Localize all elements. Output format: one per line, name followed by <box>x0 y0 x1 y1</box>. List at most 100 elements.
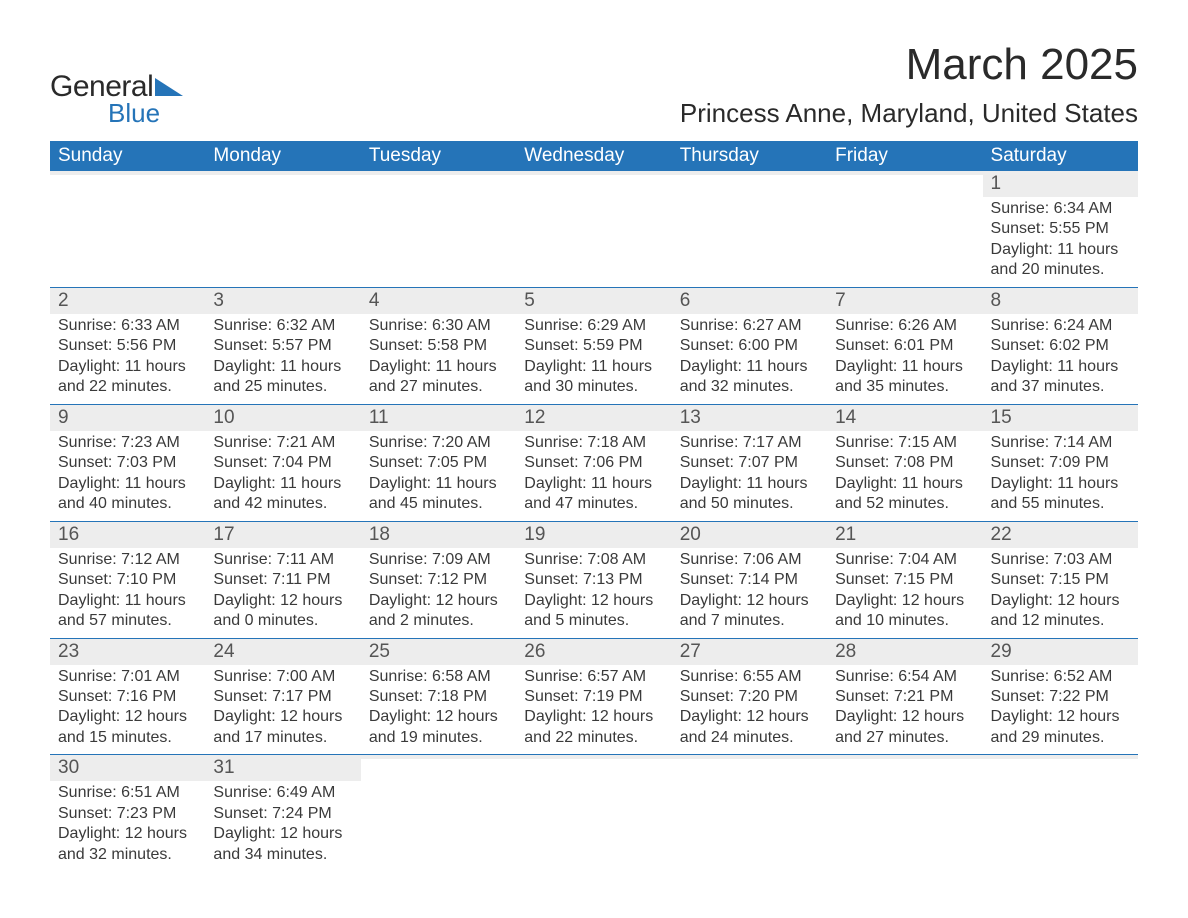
daylight-text: Daylight: 11 hours and 32 minutes. <box>680 357 819 398</box>
day-number: 5 <box>516 288 671 314</box>
calendar-day-cell: 5Sunrise: 6:29 AMSunset: 5:59 PMDaylight… <box>516 287 671 404</box>
sunrise-text: Sunrise: 7:01 AM <box>58 667 197 687</box>
day-number: 8 <box>983 288 1138 314</box>
sunset-text: Sunset: 7:22 PM <box>991 687 1130 707</box>
day-data: Sunrise: 6:58 AMSunset: 7:18 PMDaylight:… <box>361 665 516 755</box>
day-number-strip: 13 <box>672 405 827 431</box>
day-data: Sunrise: 7:17 AMSunset: 7:07 PMDaylight:… <box>672 431 827 521</box>
sunset-text: Sunset: 7:19 PM <box>524 687 663 707</box>
calendar-day-cell: 18Sunrise: 7:09 AMSunset: 7:12 PMDayligh… <box>361 521 516 638</box>
day-number-strip: 28 <box>827 639 982 665</box>
sunset-text: Sunset: 6:01 PM <box>835 336 974 356</box>
sunrise-text: Sunrise: 7:12 AM <box>58 550 197 570</box>
calendar-day-cell: 10Sunrise: 7:21 AMSunset: 7:04 PMDayligh… <box>205 404 360 521</box>
day-number-strip: 17 <box>205 522 360 548</box>
sunrise-text: Sunrise: 7:17 AM <box>680 433 819 453</box>
day-data: Sunrise: 6:27 AMSunset: 6:00 PMDaylight:… <box>672 314 827 404</box>
calendar-day-cell: 16Sunrise: 7:12 AMSunset: 7:10 PMDayligh… <box>50 521 205 638</box>
sunrise-text: Sunrise: 7:21 AM <box>213 433 352 453</box>
calendar-day-cell: 17Sunrise: 7:11 AMSunset: 7:11 PMDayligh… <box>205 521 360 638</box>
calendar-day-cell: 2Sunrise: 6:33 AMSunset: 5:56 PMDaylight… <box>50 287 205 404</box>
day-number: 22 <box>983 522 1138 548</box>
day-data: Sunrise: 7:23 AMSunset: 7:03 PMDaylight:… <box>50 431 205 521</box>
calendar-day-cell: 30Sunrise: 6:51 AMSunset: 7:23 PMDayligh… <box>50 755 205 871</box>
day-number-strip: 1 <box>983 171 1138 197</box>
sunrise-text: Sunrise: 6:52 AM <box>991 667 1130 687</box>
logo-triangle-icon <box>155 78 183 96</box>
day-data: Sunrise: 6:52 AMSunset: 7:22 PMDaylight:… <box>983 665 1138 755</box>
daylight-text: Daylight: 12 hours and 29 minutes. <box>991 707 1130 748</box>
calendar-day-cell <box>50 171 205 287</box>
day-data: Sunrise: 7:03 AMSunset: 7:15 PMDaylight:… <box>983 548 1138 638</box>
day-number: 24 <box>205 639 360 665</box>
sunrise-text: Sunrise: 6:30 AM <box>369 316 508 336</box>
day-number: 14 <box>827 405 982 431</box>
sunset-text: Sunset: 7:17 PM <box>213 687 352 707</box>
day-data: Sunrise: 6:57 AMSunset: 7:19 PMDaylight:… <box>516 665 671 755</box>
calendar-day-cell: 11Sunrise: 7:20 AMSunset: 7:05 PMDayligh… <box>361 404 516 521</box>
day-number-strip: 5 <box>516 288 671 314</box>
day-number-strip: 22 <box>983 522 1138 548</box>
calendar-day-cell: 28Sunrise: 6:54 AMSunset: 7:21 PMDayligh… <box>827 638 982 755</box>
sunrise-text: Sunrise: 7:04 AM <box>835 550 974 570</box>
calendar-day-cell: 4Sunrise: 6:30 AMSunset: 5:58 PMDaylight… <box>361 287 516 404</box>
calendar-day-cell <box>361 755 516 871</box>
sunset-text: Sunset: 5:58 PM <box>369 336 508 356</box>
day-data: Sunrise: 6:55 AMSunset: 7:20 PMDaylight:… <box>672 665 827 755</box>
daylight-text: Daylight: 12 hours and 15 minutes. <box>58 707 197 748</box>
daylight-text: Daylight: 11 hours and 25 minutes. <box>213 357 352 398</box>
day-data <box>361 175 516 263</box>
day-number: 1 <box>983 171 1138 197</box>
day-data: Sunrise: 6:24 AMSunset: 6:02 PMDaylight:… <box>983 314 1138 404</box>
day-number-strip: 6 <box>672 288 827 314</box>
calendar-day-cell: 13Sunrise: 7:17 AMSunset: 7:07 PMDayligh… <box>672 404 827 521</box>
day-number-strip: 11 <box>361 405 516 431</box>
dayhead-sat: Saturday <box>983 141 1138 171</box>
day-data: Sunrise: 7:06 AMSunset: 7:14 PMDaylight:… <box>672 548 827 638</box>
calendar-week-row: 23Sunrise: 7:01 AMSunset: 7:16 PMDayligh… <box>50 638 1138 755</box>
day-number: 11 <box>361 405 516 431</box>
daylight-text: Daylight: 11 hours and 47 minutes. <box>524 474 663 515</box>
day-data: Sunrise: 7:04 AMSunset: 7:15 PMDaylight:… <box>827 548 982 638</box>
daylight-text: Daylight: 12 hours and 2 minutes. <box>369 591 508 632</box>
calendar-day-cell: 21Sunrise: 7:04 AMSunset: 7:15 PMDayligh… <box>827 521 982 638</box>
sunrise-text: Sunrise: 6:29 AM <box>524 316 663 336</box>
day-number-strip: 29 <box>983 639 1138 665</box>
dayhead-sun: Sunday <box>50 141 205 171</box>
calendar-day-cell <box>205 171 360 287</box>
day-number: 6 <box>672 288 827 314</box>
sunset-text: Sunset: 7:07 PM <box>680 453 819 473</box>
day-data: Sunrise: 6:51 AMSunset: 7:23 PMDaylight:… <box>50 781 205 871</box>
location-subtitle: Princess Anne, Maryland, United States <box>680 98 1138 129</box>
sunset-text: Sunset: 7:10 PM <box>58 570 197 590</box>
day-data: Sunrise: 7:09 AMSunset: 7:12 PMDaylight:… <box>361 548 516 638</box>
day-number: 4 <box>361 288 516 314</box>
calendar-week-row: 16Sunrise: 7:12 AMSunset: 7:10 PMDayligh… <box>50 521 1138 638</box>
sunrise-text: Sunrise: 6:27 AM <box>680 316 819 336</box>
sunset-text: Sunset: 7:06 PM <box>524 453 663 473</box>
sunset-text: Sunset: 7:24 PM <box>213 804 352 824</box>
sunset-text: Sunset: 7:09 PM <box>991 453 1130 473</box>
day-number-strip: 18 <box>361 522 516 548</box>
title-block: March 2025 Princess Anne, Maryland, Unit… <box>680 40 1138 129</box>
dayhead-wed: Wednesday <box>516 141 671 171</box>
sunset-text: Sunset: 7:11 PM <box>213 570 352 590</box>
day-number: 13 <box>672 405 827 431</box>
calendar-week-row: 9Sunrise: 7:23 AMSunset: 7:03 PMDaylight… <box>50 404 1138 521</box>
daylight-text: Daylight: 11 hours and 22 minutes. <box>58 357 197 398</box>
sunrise-text: Sunrise: 7:20 AM <box>369 433 508 453</box>
sunset-text: Sunset: 7:15 PM <box>991 570 1130 590</box>
day-number-strip: 4 <box>361 288 516 314</box>
day-number-strip: 12 <box>516 405 671 431</box>
day-data <box>983 759 1138 847</box>
day-data <box>361 759 516 847</box>
day-data: Sunrise: 7:11 AMSunset: 7:11 PMDaylight:… <box>205 548 360 638</box>
sunset-text: Sunset: 6:02 PM <box>991 336 1130 356</box>
day-number: 28 <box>827 639 982 665</box>
day-number: 15 <box>983 405 1138 431</box>
day-data <box>827 175 982 263</box>
daylight-text: Daylight: 11 hours and 37 minutes. <box>991 357 1130 398</box>
day-data <box>205 175 360 263</box>
sunset-text: Sunset: 5:59 PM <box>524 336 663 356</box>
day-number-strip: 24 <box>205 639 360 665</box>
